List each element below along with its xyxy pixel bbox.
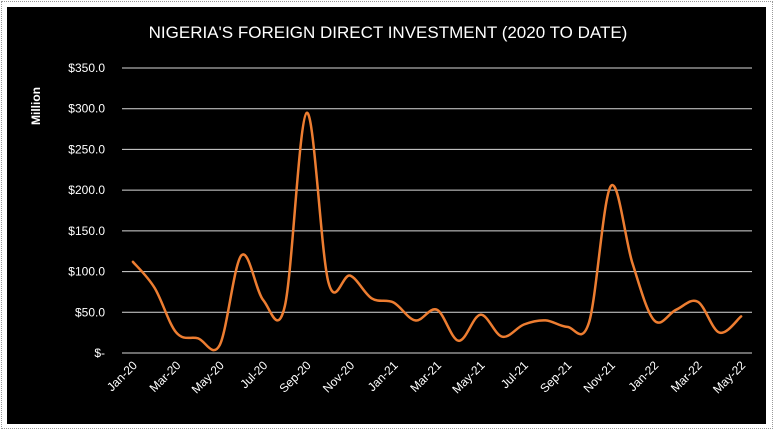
y-tick-label: $250.0	[68, 142, 105, 156]
x-tick-label: Jul-21	[498, 358, 531, 391]
x-tick-label: Mar-21	[407, 358, 444, 395]
chart-title: NIGERIA'S FOREIGN DIRECT INVESTMENT (202…	[149, 23, 628, 42]
x-tick-label: Jul-20	[237, 358, 270, 391]
chart-panel	[7, 7, 766, 424]
y-tick-label: $150.0	[68, 224, 105, 238]
y-tick-label: $350.0	[68, 61, 105, 75]
y-tick-label: $-	[94, 346, 105, 360]
x-tick-label: May-21	[449, 358, 487, 396]
x-tick-label: Jan-22	[626, 358, 662, 394]
x-tick-label: Mar-22	[668, 358, 705, 395]
y-tick-label: $300.0	[68, 102, 105, 116]
y-axis-title: Million	[29, 87, 43, 125]
y-tick-label: $100.0	[68, 265, 105, 279]
x-tick-label: Nov-21	[581, 358, 618, 395]
x-tick-labels: Jan-20 Mar-20 May-20 Jul-20 Sep-20 Nov-20 Jan-…	[104, 358, 748, 396]
series-line	[131, 111, 743, 352]
y-tick-label: $200.0	[68, 183, 105, 197]
x-tick-label: May-22	[710, 358, 748, 396]
x-tick-label: Mar-20	[147, 358, 184, 395]
x-tick-label: Sep-20	[277, 358, 314, 395]
y-tick-labels: $- $50.0 $100.0 $150.0 $200.0 $250.0 $300.0 $35…	[68, 61, 105, 360]
y-tick-label: $50.0	[75, 305, 105, 319]
x-tick-label: Sep-21	[537, 358, 574, 395]
x-tick-label: Nov-20	[320, 358, 357, 395]
x-tick-label: Jan-20	[104, 358, 140, 394]
x-tick-label: Jan-21	[365, 358, 401, 394]
x-tick-label: May-20	[189, 358, 227, 396]
